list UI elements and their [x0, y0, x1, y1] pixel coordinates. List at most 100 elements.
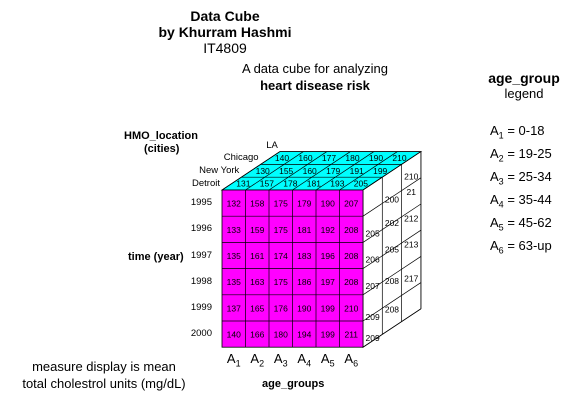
legend-item-range: = 25-34 — [507, 169, 552, 185]
front-cell-value: 179 — [297, 199, 311, 209]
top-grid-line — [245, 151, 304, 191]
legend-item-subscript: 1 — [498, 130, 504, 141]
legend-item-range: = 45-62 — [507, 215, 552, 231]
top-grid-line — [221, 151, 281, 191]
side-cell-value: 209 — [366, 333, 380, 343]
front-cell-value: 158 — [250, 199, 264, 209]
city-label: Chicago — [223, 152, 259, 164]
age-label-subscript: 6 — [353, 358, 359, 369]
side-grid-line — [362, 229, 422, 269]
side-cell-value: 200 — [385, 195, 399, 205]
side-cell-value: 210 — [404, 171, 418, 181]
top-cell-value: 205 — [354, 179, 368, 189]
title-line-3: IT4809 — [203, 40, 247, 56]
legend-subheading: legend — [504, 86, 544, 101]
age-label: A6 — [344, 351, 359, 369]
legend-item-range: = 63-up — [507, 238, 552, 254]
front-cell-value: 181 — [297, 225, 311, 235]
top-cell-value: 180 — [345, 153, 359, 163]
age-label-subscript: 4 — [306, 358, 312, 369]
front-cell-value: 135 — [227, 251, 241, 261]
front-cell-value: 207 — [344, 199, 358, 209]
front-cell-value: 132 — [227, 199, 241, 209]
front-cell-value: 140 — [227, 330, 241, 340]
front-cell-value: 208 — [344, 251, 358, 261]
legend-item-range: = 19-25 — [507, 146, 552, 162]
top-grid-line — [339, 151, 398, 191]
top-cell-value: 190 — [369, 153, 383, 163]
legend-item-subscript: 5 — [498, 222, 504, 233]
side-cell-value: 213 — [404, 239, 418, 249]
front-cell-value: 211 — [344, 330, 358, 340]
legend-item: A1 = 0-18 — [490, 123, 545, 141]
front-cell-value: 199 — [321, 303, 335, 313]
front-cell-value: 196 — [321, 251, 335, 261]
front-cell-value: 175 — [274, 225, 288, 235]
measure-note: measure display is mean total cholestrol… — [2, 358, 206, 392]
legend-heading: age_group — [488, 70, 560, 86]
age-label-subscript: 1 — [235, 358, 241, 369]
legend-item-subscript: 6 — [498, 246, 504, 257]
legend-list: A1 = 0-18 A2 = 19-25 A3 = 25-34 A4 = 35-44 A… — [490, 122, 576, 261]
subtitle-line-2: heart disease risk — [260, 78, 370, 93]
front-cell-value: 137 — [227, 303, 241, 313]
location-axis-title-line-2: (cities) — [144, 143, 180, 155]
side-cell-value: 207 — [366, 281, 380, 291]
front-cell-value: 135 — [227, 277, 241, 287]
front-cell-value: 166 — [250, 330, 264, 340]
side-grid-line — [362, 203, 422, 243]
front-cell-value: 186 — [297, 277, 311, 287]
legend-item-subscript: 4 — [498, 199, 504, 210]
top-grid-line — [268, 151, 328, 191]
legend-item: A2 = 19-25 — [490, 146, 552, 164]
side-cell-value: 202 — [385, 218, 399, 228]
location-axis-title-line-1: HMO_location — [124, 130, 198, 142]
side-cell-value: 208 — [385, 276, 399, 286]
age-label: A1 — [226, 351, 241, 369]
side-cell-value: 217 — [404, 274, 418, 284]
front-cell-value: 159 — [250, 225, 264, 235]
front-cell-value: 133 — [227, 225, 241, 235]
side-cell-value: 205 — [366, 228, 380, 238]
measure-note-line-1: measure display is mean — [32, 359, 176, 374]
age-label: A5 — [320, 351, 335, 369]
year-label: 1998 — [190, 275, 212, 287]
side-grid-line — [362, 256, 422, 296]
legend-item: A4 = 35-44 — [490, 192, 552, 210]
city-label: New York — [199, 165, 240, 177]
front-cell-value: 208 — [344, 277, 358, 287]
city-label: LA — [266, 139, 278, 151]
top-cell-value: 140 — [275, 153, 289, 163]
year-label: 1997 — [190, 249, 212, 261]
top-cell-value: 179 — [326, 166, 340, 176]
front-cell-value: 175 — [274, 199, 288, 209]
top-cell-value: 177 — [322, 153, 336, 163]
title-line-1: Data Cube — [190, 8, 260, 24]
page-title: Data Cube by Khurram Hashmi IT4809 — [140, 8, 310, 56]
front-cell-value: 197 — [321, 277, 335, 287]
year-label: 1996 — [190, 223, 212, 235]
top-grid-line — [315, 151, 375, 191]
top-cell-value: 199 — [373, 166, 387, 176]
legend-item-range: = 0-18 — [507, 123, 545, 138]
front-cell-value: 163 — [250, 277, 264, 287]
top-cell-value: 130 — [256, 166, 270, 176]
top-cell-value: 178 — [283, 179, 297, 189]
top-grid-line — [362, 151, 422, 191]
subtitle: A data cube for analyzing heart disease … — [200, 60, 430, 94]
front-cell-value: 180 — [274, 330, 288, 340]
side-cell-value: 208 — [385, 305, 399, 315]
front-cell-value: 194 — [297, 330, 311, 340]
age-label-subscript: 5 — [329, 358, 335, 369]
location-axis-title: HMO_location (cities) — [124, 130, 198, 156]
age-label: A2 — [250, 351, 265, 369]
age-label-subscript: 2 — [259, 358, 265, 369]
front-cell-value: 175 — [274, 277, 288, 287]
top-cell-value: 160 — [303, 166, 317, 176]
legend-item-range: = 35-44 — [507, 192, 552, 208]
year-label: 1995 — [190, 197, 212, 209]
side-grid-line — [362, 308, 422, 348]
title-line-2: by Khurram Hashmi — [158, 24, 292, 40]
front-cell-value: 176 — [274, 303, 288, 313]
